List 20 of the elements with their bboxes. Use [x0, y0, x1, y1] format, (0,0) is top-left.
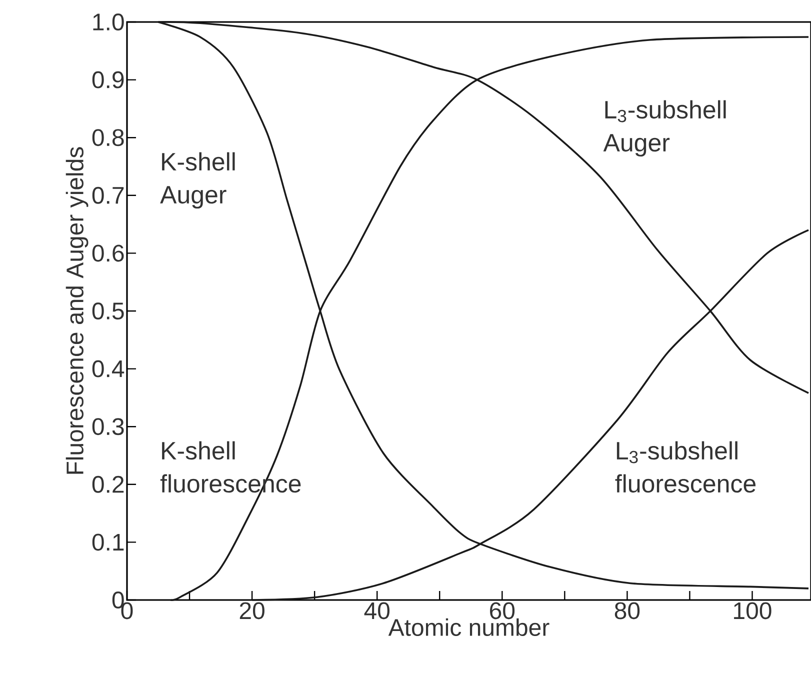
y-tick-label: 0.4 — [92, 360, 124, 378]
x-tick-label: 20 — [240, 602, 264, 620]
x-tick-label: 100 — [734, 602, 772, 620]
y-tick-label: 0.5 — [92, 302, 124, 320]
y-tick-label: 0.1 — [92, 534, 124, 551]
series-label: K-shell Auger — [160, 152, 235, 209]
y-tick-label: 0.9 — [92, 71, 124, 88]
y-tick-label: 0.6 — [92, 244, 124, 262]
y-tick-label: 0.3 — [92, 418, 124, 436]
y-tick-label: 1.0 — [93, 13, 124, 30]
y-tick-label: 0.8 — [92, 129, 124, 146]
x-axis-title: Atomic number — [388, 618, 550, 636]
y-axis-title: Fluorescence and Auger yields — [66, 147, 88, 474]
y-tick-label: 0.7 — [92, 186, 124, 204]
x-tick-label: 40 — [364, 602, 390, 620]
series-label: L$_{3}$-subshell fluorescence — [615, 441, 756, 493]
x-tick-label: 80 — [614, 602, 640, 620]
y-tick-label: 0.2 — [92, 476, 124, 493]
series-label: L$_{3}$-subshell Auger — [603, 100, 726, 157]
x-tick-label: 60 — [490, 602, 515, 620]
